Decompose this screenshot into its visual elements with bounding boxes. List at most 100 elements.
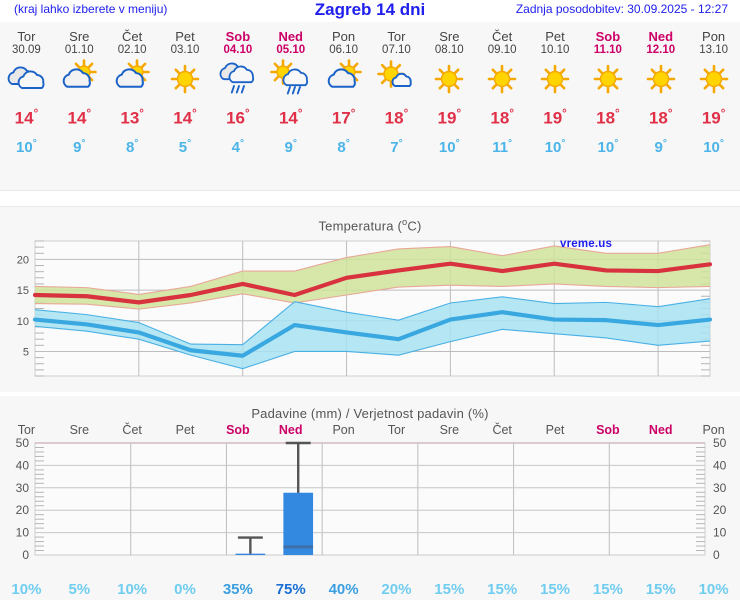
svg-text:30: 30 — [16, 481, 30, 495]
min-temp-value: 11° — [492, 137, 513, 156]
day-date: 09.10 — [487, 44, 517, 56]
max-temp-value: 18° — [384, 108, 409, 128]
precipitation-chart-title: Padavine (mm) / Verjetnost padavin (%) — [251, 406, 489, 421]
svg-text:5: 5 — [23, 347, 29, 359]
day-date: 11.10 — [593, 44, 622, 56]
max-temp-cell-7: 18° — [370, 101, 423, 132]
precip-day-label-7: Tor — [387, 423, 406, 437]
max-temp-cell-8: 19° — [423, 101, 476, 132]
max-temp-value: 16° — [226, 108, 250, 128]
svg-text:0: 0 — [713, 548, 720, 562]
weather-icon-cell-7 — [370, 57, 423, 101]
weather-icon-cell-5 — [264, 57, 317, 101]
svg-text:40: 40 — [713, 458, 727, 472]
day-date: 06.10 — [329, 44, 358, 56]
precip-day-label-8: Sre — [439, 423, 460, 437]
max-temp-value: 18° — [596, 108, 620, 128]
partly-sunny-icon — [53, 57, 106, 101]
precip-day-label-1: Sre — [69, 423, 90, 437]
day-name: Sre — [69, 29, 90, 44]
precip-day-label-6: Pon — [332, 423, 355, 437]
partly-sunny-icon — [106, 57, 159, 101]
sunny-icon — [476, 57, 529, 101]
precip-probability-6: 40% — [328, 581, 359, 598]
precipitation-chart-svg: 0 0 10 10 20 20 30 30 40 40 50 50 — [16, 436, 727, 562]
sunny-icon — [529, 57, 582, 101]
day-name: Pon — [332, 29, 356, 44]
precip-probability-1: 5% — [68, 581, 91, 598]
partly-sunny-icon — [317, 57, 370, 101]
max-temp-value: 19° — [701, 108, 726, 128]
min-temperature-row: 10° 9° 8° 5° 4° 9° 8° 7° 10° 11° 10° 10° 9° 10° — [0, 132, 740, 160]
max-temp-value: 14° — [67, 108, 92, 128]
svg-text:15: 15 — [17, 285, 29, 297]
day-date: 04.10 — [223, 44, 253, 56]
precip-probability-3: 0% — [174, 581, 196, 598]
cloudy-icon — [0, 57, 53, 101]
day-header-4: Sob 04.10 — [211, 22, 264, 57]
degree-symbol: o — [402, 217, 408, 227]
min-temp-value: 9° — [654, 137, 667, 156]
day-name: Sob — [595, 29, 621, 44]
precip-day-label-11: Sob — [596, 423, 620, 437]
min-temp-value: 10° — [703, 137, 724, 156]
day-header-8: Sre 08.10 — [423, 22, 476, 57]
weather-icon-cell-0 — [0, 57, 53, 101]
day-date: 02.10 — [117, 44, 147, 56]
temperature-chart-svg: 5 10 15 20 — [17, 240, 713, 377]
precip-probability-4: 35% — [222, 581, 253, 598]
day-name: Pet — [175, 29, 195, 44]
day-date: 12.10 — [646, 44, 676, 56]
temperature-panel: Temperatura (oC) 5 10 15 20 — [0, 207, 740, 392]
min-temp-cell-9: 11° — [476, 132, 529, 160]
svg-text:10: 10 — [16, 526, 30, 540]
day-header-2: Čet 02.10 — [106, 22, 159, 57]
precip-probability-0: 10% — [11, 581, 42, 598]
min-temp-cell-3: 5° — [159, 132, 212, 160]
min-temp-value: 8° — [125, 137, 139, 156]
weather-icon-row — [0, 57, 740, 101]
day-header-10: Pet 10.10 — [529, 22, 582, 57]
min-temp-value: 7° — [390, 137, 403, 156]
max-temp-cell-0: 14° — [0, 101, 53, 132]
day-name: Čet — [122, 29, 143, 44]
page-title: Zagreb 14 dni — [314, 0, 426, 19]
precip-day-label-2: Čet — [122, 423, 142, 437]
svg-text:30: 30 — [713, 481, 727, 495]
day-header-3: Pet 03.10 — [159, 22, 212, 57]
day-header-11: Sob 11.10 — [581, 22, 634, 57]
divider-top — [0, 190, 740, 191]
precip-day-label-5: Ned — [278, 423, 303, 437]
day-date: 30.09 — [12, 44, 41, 56]
max-temp-value: 13° — [120, 108, 144, 128]
svg-text:20: 20 — [713, 503, 727, 517]
day-date: 10.10 — [540, 44, 570, 56]
min-temp-cell-1: 9° — [53, 132, 106, 160]
precip-probability-8: 15% — [434, 581, 465, 598]
min-temp-cell-6: 8° — [317, 132, 370, 160]
precipitation-day-row: Tor Sre Čet Pet Sob Ned Pon Tor Sre Čet Pet Sob Ned P… — [0, 421, 740, 437]
min-temp-value: 8° — [337, 137, 350, 156]
day-name: Čet — [492, 29, 513, 44]
min-temp-value: 9° — [73, 137, 86, 156]
sunny-icon — [634, 57, 687, 101]
day-header-13: Pon 13.10 — [687, 22, 740, 57]
precip-probability-13: 10% — [698, 581, 729, 598]
min-temp-cell-0: 10° — [0, 132, 53, 160]
sun-rain-icon — [264, 57, 317, 101]
max-temp-cell-5: 14° — [264, 101, 317, 132]
day-header-5: Ned 05.10 — [264, 22, 317, 57]
max-temp-value: 19° — [437, 108, 462, 128]
max-temp-value: 18° — [648, 108, 673, 128]
temperature-chart-area: 5 10 15 20 — [0, 233, 740, 393]
max-temp-value: 14° — [173, 108, 197, 128]
min-temp-cell-11: 10° — [581, 132, 634, 160]
weather-icon-cell-3 — [159, 57, 212, 101]
precip-day-label-10: Pet — [545, 423, 565, 437]
temperature-title-main: Temperatura ( — [318, 218, 402, 234]
max-temp-cell-13: 19° — [687, 101, 740, 132]
precip-day-label-9: Čet — [492, 423, 512, 437]
day-header-0: Tor 30.09 — [0, 22, 53, 57]
temperature-title-tail: C) — [407, 218, 422, 234]
